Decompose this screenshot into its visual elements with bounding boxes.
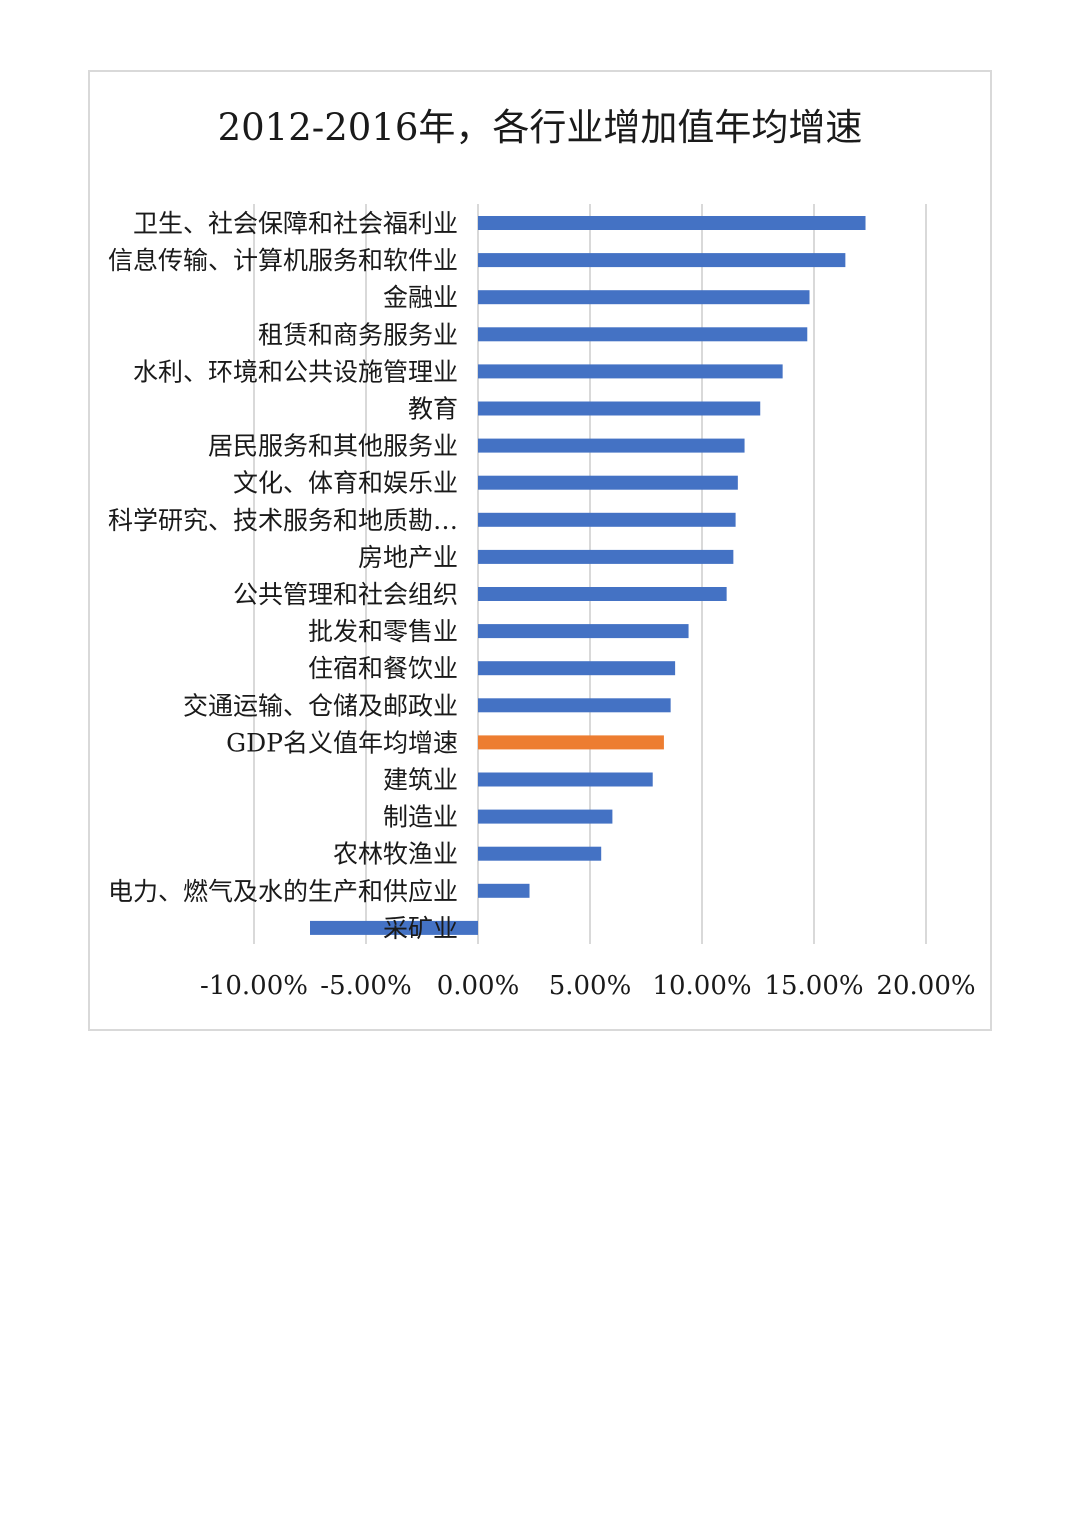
category-label: 科学研究、技术服务和地质勘… (108, 506, 458, 535)
x-tick-label: -10.00% (200, 971, 308, 1001)
bar (478, 512, 736, 527)
category-label: 居民服务和其他服务业 (208, 432, 458, 461)
x-axis-ticks: -10.00% -5.00% 0.00% 5.00% 10.00% 15.00% 20.00… (200, 971, 976, 1001)
category-label: 住宿和餐饮业 (308, 654, 458, 683)
bar (478, 846, 602, 861)
bar (478, 624, 689, 639)
category-label: 卫生、社会保障和社会福利业 (133, 209, 458, 238)
bar (478, 772, 653, 787)
bar (478, 587, 727, 601)
chart-frame: 2012-2016年，各行业增加值年均增速 卫生、社会保障和社会福利业信息传输、… (88, 70, 992, 1031)
chart-title: 2012-2016年，各行业增加值年均增速 (218, 106, 863, 149)
bar-chart: 2012-2016年，各行业增加值年均增速 卫生、社会保障和社会福利业信息传输、… (108, 106, 976, 1001)
category-label: 教育 (408, 395, 458, 424)
x-tick-label: 10.00% (652, 971, 751, 1001)
category-label: 水利、环境和公共设施管理业 (133, 357, 458, 386)
bar (478, 438, 745, 453)
category-label: 批发和零售业 (308, 617, 458, 646)
category-label: 电力、燃气及水的生产和供应业 (108, 877, 458, 906)
category-label: 租赁和商务服务业 (258, 320, 458, 349)
bar (478, 364, 783, 379)
category-label: 金融业 (383, 283, 458, 312)
bar (478, 809, 613, 824)
category-label: 信息传输、计算机服务和软件业 (108, 246, 458, 275)
category-label: 制造业 (383, 803, 458, 832)
category-label: GDP名义值年均增速 (226, 728, 458, 757)
category-labels: 卫生、社会保障和社会福利业信息传输、计算机服务和软件业金融业租赁和商务服务业水利… (108, 209, 458, 943)
bar (478, 698, 671, 713)
category-label: 采矿业 (383, 914, 458, 943)
bar (478, 253, 846, 268)
x-tick-label: 5.00% (549, 971, 632, 1001)
bar (478, 290, 810, 305)
bar (478, 401, 761, 416)
bar-highlight (478, 735, 664, 750)
bars (310, 216, 866, 935)
bar (478, 216, 866, 230)
category-label: 农林牧渔业 (333, 840, 458, 869)
grid-lines (253, 204, 927, 944)
x-tick-label: -5.00% (320, 971, 411, 1001)
bar (478, 327, 808, 342)
x-tick-label: 15.00% (764, 971, 863, 1001)
category-label: 建筑业 (383, 766, 458, 795)
bar (478, 475, 738, 490)
x-tick-label: 0.00% (437, 971, 520, 1001)
category-label: 交通运输、仓储及邮政业 (183, 691, 458, 720)
bar (478, 661, 676, 676)
x-tick-label: 20.00% (876, 971, 975, 1001)
bar (478, 883, 530, 898)
bar (478, 549, 734, 564)
category-label: 公共管理和社会组织 (233, 580, 458, 609)
category-label: 房地产业 (358, 543, 458, 572)
category-label: 文化、体育和娱乐业 (233, 469, 458, 498)
bar (310, 920, 478, 935)
